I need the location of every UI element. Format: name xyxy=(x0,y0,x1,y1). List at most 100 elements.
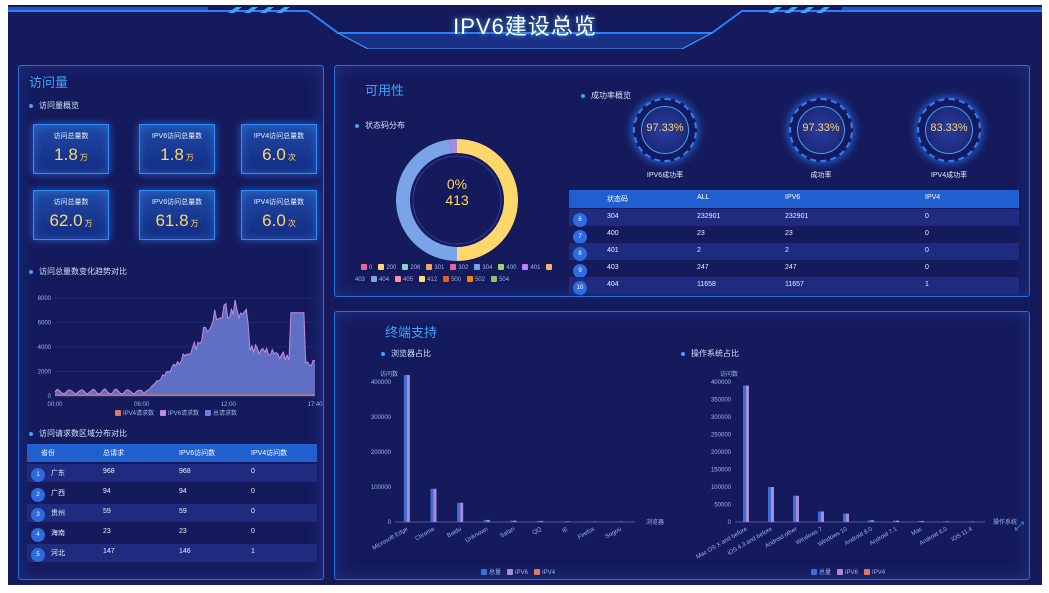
x-tick: Unknown xyxy=(465,527,490,545)
bar xyxy=(460,502,464,522)
trend-y-tick: 2000 xyxy=(38,370,52,376)
visits-overview-title: 访问量概览 xyxy=(29,100,79,111)
page-title: IPV6建设总览 xyxy=(453,14,597,39)
cell-all: 232901 xyxy=(697,213,721,220)
cell-ipv4: 0 xyxy=(925,230,929,237)
table-row: 7 400 23 23 0 xyxy=(569,226,1019,244)
legend-label: 504 xyxy=(499,277,510,283)
legend-label: 301 xyxy=(434,265,445,271)
x-tick: iOS 4.3 and before xyxy=(727,526,774,557)
browser-legend: 总量 IPV6 IPV4 xyxy=(475,567,555,576)
bar xyxy=(433,488,437,522)
bar xyxy=(540,520,544,522)
gauge-value: 97.33% xyxy=(802,122,840,134)
bar xyxy=(513,520,517,522)
cell-ipv4: 0 xyxy=(251,508,255,515)
kpi-label: IPV4访问总量数 xyxy=(253,199,305,206)
terminal-panel: 终端支持 浏览器占比 操作系统占比 访问数 400000 300000 200000 1… xyxy=(334,311,1030,580)
code-header-cell: IPV4 xyxy=(925,194,941,201)
expand-icon[interactable]: ⤢ xyxy=(1014,519,1024,533)
legend-label: 总请求数 xyxy=(213,411,238,417)
row-number: 3 xyxy=(31,508,45,522)
y-tick: 300000 xyxy=(711,415,732,421)
trend-line-ipv6 xyxy=(54,299,316,395)
row-number: 9 xyxy=(573,264,587,278)
bar xyxy=(918,520,921,522)
cell-ipv6: 23 xyxy=(179,528,187,535)
bar xyxy=(537,520,541,522)
x-tick: Android 6.0 xyxy=(919,526,949,547)
region-header-cell: IPV6访问数 xyxy=(179,450,216,457)
success-title: 成功率概览 xyxy=(581,90,631,101)
region-title: 访问请求数区域分布对比 xyxy=(29,428,127,439)
legend-swatch xyxy=(160,410,167,417)
trend-y-tick: 8000 xyxy=(38,296,52,302)
table-row: 1 广东 968 968 0 xyxy=(27,464,317,482)
x-axis-label: 操作系统 xyxy=(993,518,1017,526)
y-tick: 150000 xyxy=(711,468,732,474)
legend-swatch xyxy=(115,410,121,417)
region-header-cell: IPV4访问数 xyxy=(251,450,288,457)
bar xyxy=(510,520,514,522)
trend-chart: 8000 6000 4000 2000 0 00:00 06:00 12:00 17:40 xyxy=(38,296,324,408)
legend-swatch xyxy=(837,569,844,576)
x-tick: Firefox xyxy=(577,527,596,541)
trend-x-tick: 00:00 xyxy=(47,402,63,408)
kpi-value: 62.0 xyxy=(49,211,83,230)
cell-total: 23 xyxy=(103,528,111,535)
bar xyxy=(771,487,774,522)
table-row: 9 403 247 247 0 xyxy=(569,260,1019,278)
cell-ipv4: 1 xyxy=(925,281,929,288)
y-axis-unit: 访问数 xyxy=(380,370,398,378)
table-row: 6 304 232901 232901 0 xyxy=(569,209,1019,227)
legend-swatch xyxy=(481,569,487,576)
kpi-label: IPV4访问总量数 xyxy=(253,133,305,140)
code-header-cell: IPV6 xyxy=(785,194,801,201)
bar xyxy=(743,385,746,522)
kpi-unit: 万 xyxy=(84,219,93,228)
code-header-cell: 状态码 xyxy=(607,196,628,203)
bar xyxy=(796,495,799,522)
donut-center-value: 413 xyxy=(445,192,469,208)
row-number: 6 xyxy=(573,213,587,227)
cell-ipv4: 0 xyxy=(925,264,929,271)
x-tick: Mac xyxy=(911,527,924,538)
kpi-card: 访问总量数 1.8 万 xyxy=(33,124,109,174)
legend-swatch xyxy=(546,264,553,271)
legend-label: IPV6请求数 xyxy=(168,411,200,417)
cell-ipv6: 2 xyxy=(785,247,789,254)
legend-label: 400 xyxy=(506,265,517,271)
legend-swatch xyxy=(205,410,212,417)
y-tick: 100000 xyxy=(371,485,392,491)
cell-ipv6: 247 xyxy=(785,264,797,271)
legend-swatch xyxy=(378,264,385,271)
row-number: 5 xyxy=(31,548,45,562)
kpi-card: 访问总量数 62.0 万 xyxy=(33,190,109,240)
visits-panel: 访问量 访问量概览 访问总量数 1.8 万 IPV6访问总量数 1.8 万 IPV4访问总量… xyxy=(18,65,324,580)
x-tick: Safari xyxy=(499,527,516,540)
trend-area-total xyxy=(55,300,315,396)
kpi-label: 访问总量数 xyxy=(53,133,89,140)
legend-swatch xyxy=(474,264,481,271)
cell-total: 94 xyxy=(103,488,111,495)
kpi-card: IPV4访问总量数 6.0 次 xyxy=(241,190,317,240)
success-gauge: 83.33% xyxy=(917,98,981,162)
cell-total: 147 xyxy=(103,548,115,555)
donut-inner-ring xyxy=(412,155,502,245)
kpi-unit: 万 xyxy=(79,153,88,162)
cell-code: 403 xyxy=(607,264,619,271)
cell-ipv4: 0 xyxy=(251,488,255,495)
legend-label: IPV4请求数 xyxy=(123,411,155,417)
bar xyxy=(821,511,824,522)
os-title: 操作系统占比 xyxy=(681,348,739,359)
cell-code: 400 xyxy=(607,230,619,237)
x-axis-label: 浏览器 xyxy=(646,518,664,526)
cell-ipv6: 94 xyxy=(179,488,187,495)
kpi-value: 1.8 xyxy=(54,145,78,164)
y-axis-unit: 访问数 xyxy=(720,370,738,378)
bar xyxy=(818,511,821,522)
kpi-label: 访问总量数 xyxy=(53,199,89,206)
legend-label: IPV6 xyxy=(845,570,859,576)
success-gauge: 97.33% xyxy=(633,98,697,162)
